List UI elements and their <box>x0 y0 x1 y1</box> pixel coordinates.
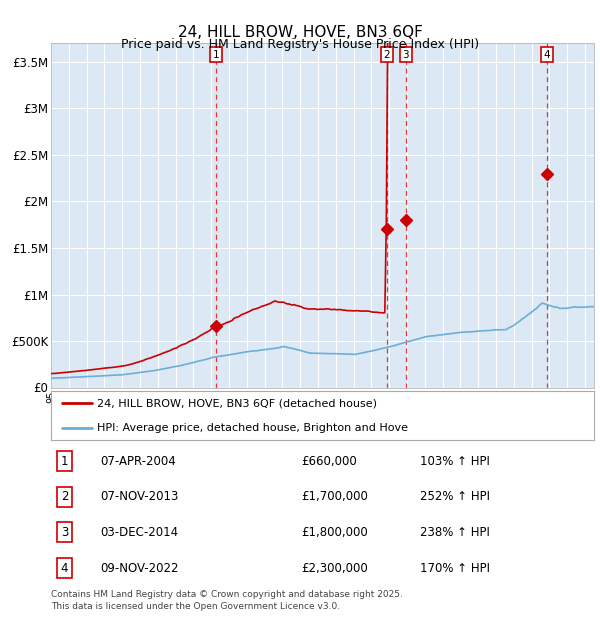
Text: Price paid vs. HM Land Registry's House Price Index (HPI): Price paid vs. HM Land Registry's House … <box>121 38 479 51</box>
Text: 24, HILL BROW, HOVE, BN3 6QF (detached house): 24, HILL BROW, HOVE, BN3 6QF (detached h… <box>97 398 377 408</box>
Text: 4: 4 <box>544 50 550 60</box>
Text: £1,700,000: £1,700,000 <box>301 490 368 503</box>
Text: 238% ↑ HPI: 238% ↑ HPI <box>420 526 490 539</box>
Text: 2: 2 <box>61 490 68 503</box>
Text: 1: 1 <box>61 454 68 467</box>
Text: 07-APR-2004: 07-APR-2004 <box>100 454 176 467</box>
Text: £660,000: £660,000 <box>301 454 356 467</box>
Text: 3: 3 <box>61 526 68 539</box>
Text: 103% ↑ HPI: 103% ↑ HPI <box>420 454 490 467</box>
Text: 170% ↑ HPI: 170% ↑ HPI <box>420 562 490 575</box>
Text: 09-NOV-2022: 09-NOV-2022 <box>100 562 178 575</box>
Text: 24, HILL BROW, HOVE, BN3 6QF: 24, HILL BROW, HOVE, BN3 6QF <box>178 25 422 40</box>
Text: Contains HM Land Registry data © Crown copyright and database right 2025.
This d: Contains HM Land Registry data © Crown c… <box>51 590 403 611</box>
Text: 03-DEC-2014: 03-DEC-2014 <box>100 526 178 539</box>
Text: £1,800,000: £1,800,000 <box>301 526 368 539</box>
Text: 1: 1 <box>213 50 220 60</box>
Text: £2,300,000: £2,300,000 <box>301 562 368 575</box>
Text: HPI: Average price, detached house, Brighton and Hove: HPI: Average price, detached house, Brig… <box>97 423 408 433</box>
Text: 3: 3 <box>403 50 409 60</box>
Text: 252% ↑ HPI: 252% ↑ HPI <box>420 490 490 503</box>
Text: 4: 4 <box>61 562 68 575</box>
Text: 07-NOV-2013: 07-NOV-2013 <box>100 490 178 503</box>
Text: 2: 2 <box>383 50 390 60</box>
